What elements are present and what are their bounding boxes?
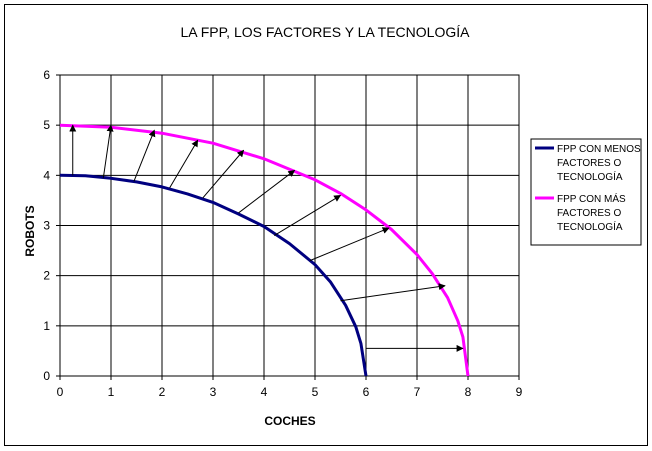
x-tick-label: 2 — [159, 385, 166, 399]
x-tick-label: 9 — [516, 385, 523, 399]
y-tick-label: 0 — [43, 369, 50, 383]
shift-arrow — [202, 149, 245, 199]
shift-arrow — [238, 169, 296, 214]
tick-labels: 0 1 2 3 4 5 6 7 8 9 0 1 2 3 4 5 6 — [43, 68, 522, 399]
y-tick-label: 6 — [43, 68, 50, 82]
grid — [56, 74, 520, 380]
x-tick-label: 0 — [57, 385, 64, 399]
y-tick-label: 2 — [43, 269, 50, 283]
legend-label-2: FPP CON MÁS FACTORES O TECNOLOGÍA — [557, 192, 626, 233]
shift-arrow — [169, 139, 199, 189]
shift-arrow — [340, 283, 446, 302]
shift-arrow — [309, 227, 390, 262]
legend-box — [530, 138, 642, 246]
x-tick-label: 5 — [312, 385, 319, 399]
series-lines — [59, 123, 470, 377]
shift-arrow — [102, 124, 114, 178]
y-tick-label: 3 — [43, 219, 50, 233]
shift-arrow — [133, 129, 156, 182]
x-tick-label: 7 — [414, 385, 421, 399]
shift-arrows — [69, 124, 464, 352]
x-axis-label: COCHES — [264, 414, 315, 428]
series-line-2 — [59, 123, 470, 377]
chart-frame: LA FPP, LOS FACTORES Y LA TECNOLOGÍA 0 1 2… — [4, 4, 648, 446]
chart-svg: LA FPP, LOS FACTORES Y LA TECNOLOGÍA 0 1 2… — [23, 24, 642, 428]
legend-label-1: FPP CON MENOS FACTORES O TECNOLOGÍA — [557, 144, 641, 183]
y-tick-label: 1 — [43, 319, 50, 333]
x-tick-label: 1 — [108, 385, 115, 399]
y-tick-label: 5 — [43, 118, 50, 132]
x-tick-label: 3 — [210, 385, 217, 399]
series-line-1 — [59, 173, 368, 377]
shift-arrow — [273, 194, 342, 236]
x-tick-label: 8 — [465, 385, 472, 399]
x-tick-label: 6 — [363, 385, 370, 399]
y-axis-label: ROBOTS — [23, 205, 37, 256]
chart-title: LA FPP, LOS FACTORES Y LA TECNOLOGÍA — [181, 24, 471, 40]
y-tick-label: 4 — [43, 168, 50, 182]
legend: FPP CON MENOS FACTORES O TECNOLOGÍA FPP CON… — [530, 138, 642, 246]
x-tick-label: 4 — [261, 385, 268, 399]
